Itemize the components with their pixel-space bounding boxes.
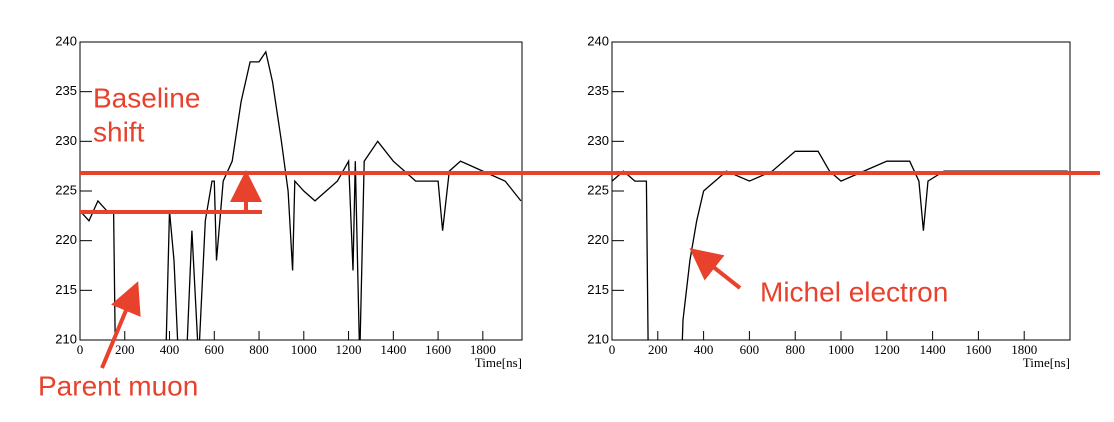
panel: 0 200 400 600 800 1000 1200 1400 1600 1800 210 215 2… (587, 33, 1071, 370)
panel: 0 200 400 600 800 1000 1200 1400 1600 1800 210 215 2… (55, 33, 523, 370)
x-tick-label: 0 (77, 342, 84, 357)
x-tick-label: 1800 (470, 342, 496, 357)
y-tick-label: 240 (587, 33, 609, 48)
x-tick-label: 200 (115, 342, 135, 357)
x-tick-label: 1600 (425, 342, 451, 357)
y-tick-label: 240 (55, 33, 77, 48)
x-tick-label: 1400 (380, 342, 406, 357)
x-tick-label: 200 (648, 342, 668, 357)
x-tick-label: 1000 (828, 342, 854, 357)
x-tick-label: 1400 (920, 342, 946, 357)
y-tick-label: 210 (55, 331, 77, 346)
annotation: Parent muon (38, 370, 198, 401)
y-tick-label: 215 (55, 282, 77, 297)
y-tick-label: 220 (587, 232, 609, 247)
y-tick-label: 235 (55, 83, 77, 98)
x-axis-label: Time[ns] (1023, 355, 1070, 370)
x-tick-label: 800 (785, 342, 805, 357)
x-tick-label: 0 (609, 342, 616, 357)
y-tick-label: 225 (55, 182, 77, 197)
muon-arrow (100, 281, 141, 369)
x-tick-label: 1200 (874, 342, 900, 357)
y-tick-label: 215 (587, 282, 609, 297)
x-tick-label: 1000 (291, 342, 317, 357)
waveform (612, 150, 1068, 340)
x-tick-label: 800 (249, 342, 269, 357)
y-tick-label: 220 (55, 232, 77, 247)
plots: 0 200 400 600 800 1000 1200 1400 1600 1800 210 215 2… (55, 33, 1071, 370)
y-tick-label: 235 (587, 83, 609, 98)
electron-arrow (689, 248, 742, 290)
y-tick-label: 230 (587, 133, 609, 148)
x-tick-label: 400 (160, 342, 180, 357)
y-tick-label: 230 (55, 133, 77, 148)
x-tick-label: 1800 (1011, 342, 1037, 357)
x-tick-label: 600 (740, 342, 760, 357)
x-tick-label: 1600 (965, 342, 991, 357)
y-tick-label: 210 (587, 331, 609, 346)
annotation: Baseline (93, 82, 200, 113)
x-tick-label: 400 (694, 342, 714, 357)
annotation: shift (93, 116, 145, 147)
y-tick-label: 225 (587, 182, 609, 197)
x-tick-label: 600 (205, 342, 225, 357)
x-axis-label: Time[ns] (475, 355, 522, 370)
x-tick-label: 1200 (336, 342, 362, 357)
annotation: Michel electron (760, 276, 948, 307)
